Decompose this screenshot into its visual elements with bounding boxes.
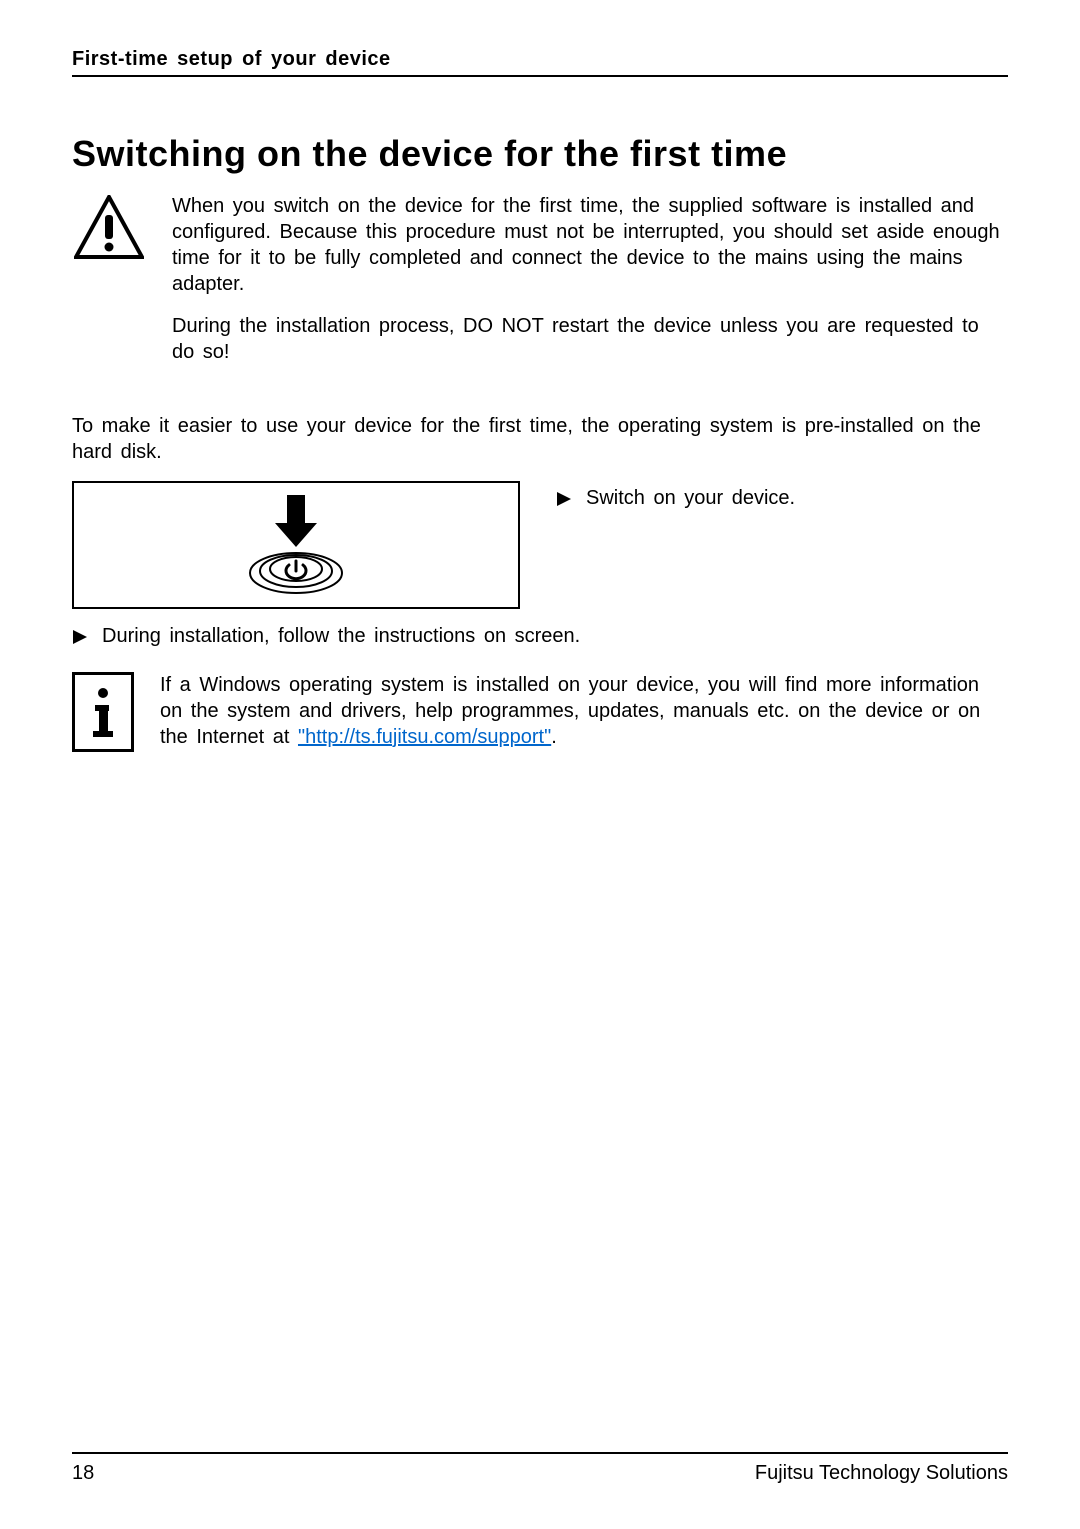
section-title: Switching on the device for the first ti… — [72, 133, 1008, 175]
warning-text: When you switch on the device for the fi… — [172, 193, 1008, 381]
warning-callout: When you switch on the device for the fi… — [72, 193, 1008, 381]
step-list-right: Switch on your device. — [556, 481, 1008, 609]
manual-page: First-time setup of your device Switchin… — [0, 0, 1080, 1529]
step-arrow-icon — [72, 623, 88, 652]
footer-brand: Fujitsu Technology Solutions — [755, 1462, 1008, 1485]
running-head: First-time setup of your device — [72, 48, 1008, 77]
warning-icon — [72, 193, 146, 381]
step-arrow-icon — [556, 485, 572, 514]
support-link[interactable]: "http://ts.fujitsu.com/support" — [298, 726, 551, 748]
info-callout: If a Windows operating system is install… — [72, 672, 1008, 752]
step-1-text: Switch on your device. — [586, 485, 795, 511]
figure-row: Switch on your device. — [72, 481, 1008, 609]
step-1: Switch on your device. — [556, 485, 1008, 514]
page-number: 18 — [72, 1462, 94, 1485]
warning-paragraph-1: When you switch on the device for the fi… — [172, 193, 1008, 297]
step-2: During installation, follow the instruct… — [72, 623, 1008, 652]
power-button-figure — [72, 481, 520, 609]
page-footer: 18 Fujitsu Technology Solutions — [72, 1452, 1008, 1485]
info-text-after: . — [551, 726, 557, 748]
info-icon — [72, 672, 134, 752]
info-text: If a Windows operating system is install… — [160, 672, 1008, 752]
step-2-text: During installation, follow the instruct… — [102, 623, 580, 649]
warning-paragraph-2: During the installation process, DO NOT … — [172, 313, 1008, 365]
info-text-before: If a Windows operating system is install… — [160, 674, 980, 748]
intro-paragraph: To make it easier to use your device for… — [72, 413, 1008, 465]
